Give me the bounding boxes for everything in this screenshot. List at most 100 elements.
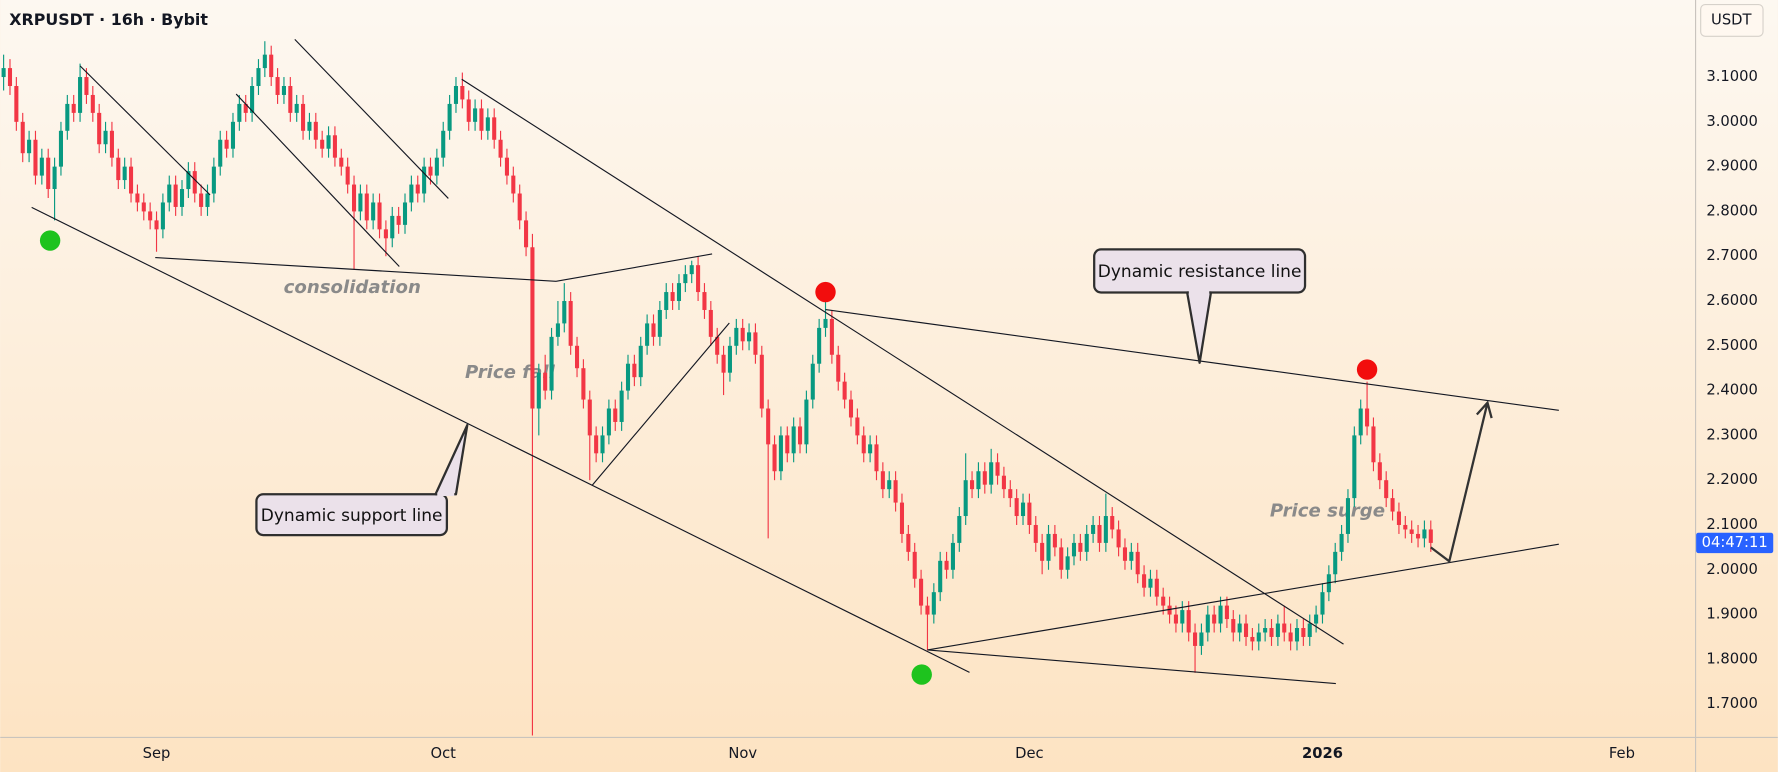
candle-body xyxy=(817,327,822,364)
candle-body xyxy=(944,560,949,570)
candle-body xyxy=(1129,551,1134,561)
candle-body xyxy=(670,292,675,302)
candle-body xyxy=(1409,529,1414,534)
candle-body xyxy=(428,166,433,176)
trend-line xyxy=(235,93,400,267)
candle-body xyxy=(950,542,955,570)
candle-body xyxy=(460,86,465,100)
candle-body xyxy=(485,117,490,131)
candle-body xyxy=(466,99,471,122)
candle-body xyxy=(415,184,420,194)
candle-body xyxy=(957,516,962,543)
candle-body xyxy=(1186,610,1191,633)
candle-body xyxy=(377,202,382,230)
candle-body xyxy=(52,166,57,190)
candle-body xyxy=(39,157,44,176)
candle-body xyxy=(1307,623,1312,637)
candle-body xyxy=(562,301,567,324)
candle-body xyxy=(1091,524,1096,534)
candle-body xyxy=(855,417,860,436)
candle-body xyxy=(887,480,892,490)
candle-body xyxy=(836,354,841,382)
candle-body xyxy=(1027,502,1032,525)
candle-body xyxy=(530,247,535,409)
last-price-box xyxy=(1696,532,1774,554)
candle-body xyxy=(638,345,643,378)
candle-body xyxy=(237,103,242,122)
currency-button[interactable] xyxy=(1700,3,1764,37)
candle-body xyxy=(581,368,586,400)
candle-body xyxy=(1097,524,1102,543)
currency-label[interactable]: USDT xyxy=(1711,11,1752,28)
candle-body xyxy=(218,139,223,167)
candle-body xyxy=(262,54,267,69)
candle-body xyxy=(294,103,299,113)
candle-body xyxy=(1345,498,1351,534)
candle-body xyxy=(524,220,529,248)
candle-body xyxy=(1046,533,1051,561)
candle-body xyxy=(1065,556,1070,570)
marker-dot xyxy=(1356,359,1378,380)
candle-body xyxy=(256,68,261,87)
candle-body xyxy=(1052,533,1057,548)
candle-body xyxy=(498,139,503,158)
candle-body xyxy=(1339,533,1344,552)
trend-line xyxy=(825,308,1559,411)
candle-body xyxy=(1033,524,1038,543)
candle-body xyxy=(861,435,866,454)
candle-body xyxy=(1135,551,1140,575)
candle-body xyxy=(402,202,408,225)
candle-body xyxy=(58,130,63,167)
candle-body xyxy=(995,462,1000,476)
candle-body xyxy=(1263,628,1268,633)
candle-body xyxy=(848,399,854,418)
candle-body xyxy=(109,130,114,158)
candle-body xyxy=(192,171,197,194)
candle-body xyxy=(71,103,76,113)
candle-body xyxy=(829,318,834,355)
candle-body xyxy=(963,480,968,517)
candle-body xyxy=(708,309,713,337)
y-tick-label: 3.0000 xyxy=(1706,113,1758,130)
candle-body xyxy=(912,551,917,579)
candle-body xyxy=(664,292,669,310)
x-tick-label: Oct xyxy=(431,745,457,762)
candle-body xyxy=(1428,529,1433,543)
candle-body xyxy=(1243,623,1249,637)
candle-body xyxy=(1110,516,1115,530)
marker-dot xyxy=(39,230,61,251)
candle-body xyxy=(186,171,191,190)
y-tick-label: 2.5000 xyxy=(1706,337,1758,354)
callout-text: Dynamic support line xyxy=(261,506,443,526)
y-tick-label: 2.8000 xyxy=(1706,202,1758,219)
candle-body xyxy=(740,327,745,342)
candle-body xyxy=(7,68,13,87)
chart-title: XRPUSDT · 16h · Bybit xyxy=(9,10,208,29)
candle-body xyxy=(492,117,497,140)
candle-body xyxy=(453,86,459,104)
arrow-head xyxy=(1475,400,1493,419)
candle-body xyxy=(842,381,847,400)
candle-body xyxy=(874,444,879,472)
candles xyxy=(1,41,1433,736)
candle-body xyxy=(549,336,554,391)
candle-body xyxy=(351,184,357,212)
candle-body xyxy=(434,157,439,176)
candle-body xyxy=(122,166,127,181)
candle-body xyxy=(600,435,605,454)
candle-body xyxy=(804,399,809,445)
marker-dot xyxy=(911,664,932,685)
callout-box xyxy=(255,493,449,537)
candle-body xyxy=(823,318,828,328)
candle-body xyxy=(1205,614,1210,633)
candle-body xyxy=(989,462,994,485)
candle-body xyxy=(785,435,790,454)
candle-body xyxy=(1148,578,1153,588)
candle-body xyxy=(326,135,331,149)
candle-body xyxy=(899,502,905,534)
candle-body xyxy=(396,215,401,225)
candle-body xyxy=(1122,547,1128,561)
candle-body xyxy=(78,77,83,113)
candle-body xyxy=(148,211,153,221)
candle-body xyxy=(1320,592,1325,615)
